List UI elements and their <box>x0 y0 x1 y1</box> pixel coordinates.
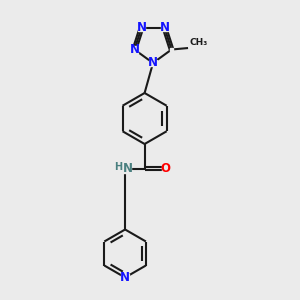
Bar <box>170 48 173 51</box>
Text: N: N <box>120 271 130 284</box>
Text: H: H <box>114 162 123 172</box>
Text: N: N <box>136 21 146 34</box>
Text: O: O <box>160 162 171 175</box>
Bar <box>131 46 138 53</box>
Bar <box>161 24 168 31</box>
Bar <box>119 165 131 172</box>
Text: N: N <box>160 21 170 34</box>
Bar <box>149 60 157 66</box>
Text: N: N <box>122 162 133 175</box>
Bar <box>121 274 129 281</box>
Bar <box>162 165 170 172</box>
Bar <box>138 24 145 31</box>
Text: N: N <box>130 43 140 56</box>
Text: CH₃: CH₃ <box>189 38 208 47</box>
Text: N: N <box>148 56 158 70</box>
